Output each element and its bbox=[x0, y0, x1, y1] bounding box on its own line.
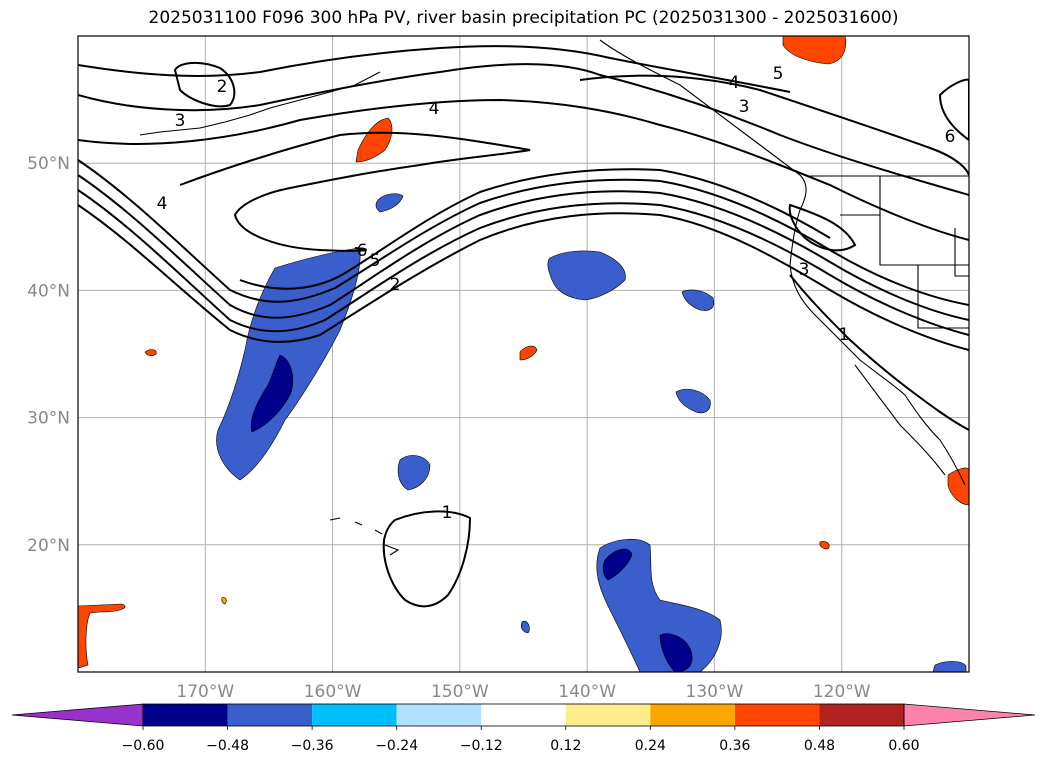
neg-corner-se bbox=[932, 661, 967, 672]
lon-tick-label: 130°W bbox=[686, 682, 744, 702]
colorbar-segment bbox=[143, 704, 228, 726]
pv-label: 6 bbox=[357, 241, 368, 261]
neg-core-south-2 bbox=[659, 633, 693, 672]
colorbar-frame bbox=[142, 703, 905, 727]
pos-tiny-2 bbox=[221, 597, 227, 605]
pos-region-north bbox=[782, 36, 847, 65]
lat-tick-label: 20°N bbox=[27, 536, 70, 556]
pv-label: 3 bbox=[175, 111, 186, 131]
colorbar: −0.60 −0.48 −0.36 −0.24 −0.12 0.12 0.24 0.36 0.4… bbox=[11, 703, 1036, 754]
neg-small-3 bbox=[675, 388, 711, 414]
coast-west-us bbox=[789, 209, 966, 486]
neg-region-central bbox=[547, 250, 626, 301]
pv-contour-labels: 2 3 4 4 4 5 6 3 6 5 2 3 1 1 bbox=[157, 64, 956, 523]
pv-label: 6 bbox=[945, 127, 956, 147]
border-state-3 bbox=[954, 228, 969, 277]
colorbar-extend-low bbox=[11, 703, 144, 727]
coast-hawaii bbox=[329, 517, 400, 556]
neg-core-south-1 bbox=[602, 548, 633, 581]
border-state-1 bbox=[840, 214, 969, 266]
pv-contour-n bbox=[789, 274, 969, 431]
pv-label: 2 bbox=[217, 77, 228, 97]
colorbar-segment bbox=[650, 704, 735, 726]
pv-contour-g bbox=[179, 131, 531, 252]
precip-shading bbox=[78, 36, 969, 672]
colorbar-tick-label: 0.24 bbox=[635, 738, 666, 754]
pv-contour-m bbox=[788, 203, 857, 252]
pos-tiny-1 bbox=[819, 541, 830, 550]
colorbar-segment bbox=[734, 704, 820, 726]
lon-tick-label: 160°W bbox=[304, 682, 362, 702]
colorbar-tick-label: 0.48 bbox=[804, 738, 835, 754]
neg-region-south bbox=[596, 539, 722, 672]
colorbar-tick-label: 0.36 bbox=[719, 738, 750, 754]
pv-contour-e bbox=[239, 168, 831, 290]
pv-label: 4 bbox=[729, 73, 740, 93]
pos-small-2 bbox=[144, 349, 157, 357]
latitude-labels: 20°N 30°N 40°N 50°N bbox=[27, 154, 70, 556]
colorbar-tick-label: −0.60 bbox=[122, 738, 165, 754]
lat-tick-label: 50°N bbox=[27, 154, 70, 174]
pv-label: 1 bbox=[839, 325, 850, 345]
pv-label: 4 bbox=[157, 194, 168, 214]
plot-title: 2025031100 F096 300 hPa PV, river basin … bbox=[148, 8, 899, 28]
colorbar-segment bbox=[481, 704, 566, 726]
colorbar-tick-label: −0.48 bbox=[206, 738, 249, 754]
neg-small-2 bbox=[681, 289, 715, 311]
pv-contour-j bbox=[173, 62, 236, 108]
pv-contour-a bbox=[78, 204, 969, 351]
lon-tick-label: 170°W bbox=[176, 682, 234, 702]
coast-alaska bbox=[599, 39, 807, 211]
colorbar-tick-label: −0.24 bbox=[375, 738, 418, 754]
pv-contour-b bbox=[78, 189, 969, 336]
pv-label: 3 bbox=[799, 260, 810, 280]
pv-contour-c bbox=[78, 174, 969, 321]
lat-tick-label: 40°N bbox=[27, 281, 70, 301]
pos-region-alaska bbox=[355, 117, 393, 163]
lon-tick-label: 120°W bbox=[813, 682, 871, 702]
longitude-labels: 170°W 160°W 150°W 140°W 130°W 120°W bbox=[176, 682, 870, 702]
neg-small-4 bbox=[397, 455, 431, 491]
colorbar-segment bbox=[819, 704, 904, 726]
lon-tick-label: 150°W bbox=[431, 682, 489, 702]
pv-contours bbox=[78, 45, 969, 608]
colorbar-tick-label: 0.60 bbox=[888, 738, 919, 754]
pv-contour-h bbox=[78, 63, 969, 196]
colorbar-tick-label: −0.36 bbox=[291, 738, 334, 754]
neg-core-west bbox=[250, 354, 293, 433]
pv-label: 5 bbox=[370, 251, 381, 271]
colorbar-tick-label: 0.12 bbox=[550, 738, 581, 754]
pos-small-1 bbox=[519, 345, 538, 361]
pv-contour-f bbox=[78, 98, 969, 241]
colorbar-extend-high bbox=[903, 703, 1036, 727]
gridlines bbox=[78, 36, 969, 672]
map-frame bbox=[77, 35, 970, 673]
pv-label: 5 bbox=[773, 64, 784, 84]
pv-label: 2 bbox=[390, 275, 401, 295]
colorbar-segment bbox=[565, 704, 651, 726]
colorbar-segment bbox=[312, 704, 397, 726]
pv-contour-i bbox=[78, 45, 791, 93]
coast-baja bbox=[854, 364, 946, 476]
pv-contour-l bbox=[938, 78, 969, 142]
neg-small-1 bbox=[375, 193, 404, 213]
lat-tick-label: 30°N bbox=[27, 409, 70, 429]
lon-tick-label: 140°W bbox=[558, 682, 616, 702]
pv-label: 4 bbox=[429, 99, 440, 119]
neg-tiny-1 bbox=[520, 620, 530, 634]
pv-label: 1 bbox=[442, 503, 453, 523]
pv-contour-o bbox=[382, 510, 472, 608]
colorbar-segment bbox=[227, 704, 313, 726]
colorbar-segment bbox=[396, 704, 482, 726]
colorbar-tick-label: −0.12 bbox=[460, 738, 503, 754]
pos-west-edge bbox=[78, 603, 126, 669]
pv-label: 3 bbox=[739, 97, 750, 117]
pv-contour-k bbox=[579, 74, 969, 176]
